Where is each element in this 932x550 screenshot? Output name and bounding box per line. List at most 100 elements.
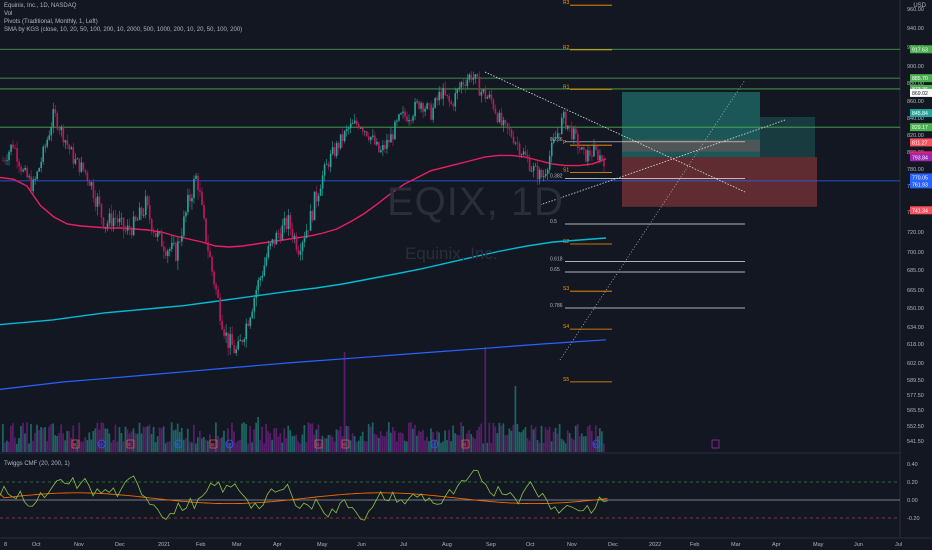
volume-bar — [498, 422, 501, 452]
candle — [156, 232, 159, 237]
time-tick-label: Jun — [357, 542, 366, 548]
volume-bar — [582, 436, 585, 452]
volume-bar — [462, 426, 464, 452]
candle — [269, 243, 272, 247]
volume-bar — [144, 427, 147, 452]
candle — [339, 134, 342, 149]
currency-label: USD — [913, 3, 926, 9]
volume-bar — [414, 424, 416, 452]
volume-bar — [40, 426, 42, 452]
candle — [120, 217, 123, 219]
candle — [317, 195, 320, 202]
volume-bar — [190, 442, 193, 452]
candle — [311, 211, 314, 221]
volume-bar — [58, 432, 60, 452]
candle — [179, 241, 181, 243]
volume-bar — [162, 426, 165, 452]
candle — [144, 196, 147, 215]
volume-bar — [359, 436, 362, 452]
volume-bar — [138, 422, 141, 452]
volume-bar — [16, 443, 18, 452]
volume-bar — [542, 443, 545, 452]
price-tick-label: 940.00 — [907, 26, 924, 32]
volume-bar — [393, 430, 396, 452]
volume-bar — [287, 425, 290, 452]
candle — [154, 233, 157, 237]
volume-bar — [265, 423, 268, 452]
volume-bar — [564, 443, 567, 452]
candle — [490, 94, 493, 100]
candle — [24, 167, 26, 170]
volume-bar — [532, 429, 535, 452]
candle — [255, 289, 258, 298]
candle — [88, 180, 91, 186]
volume-bar — [518, 431, 521, 452]
volume-bar — [558, 423, 561, 452]
candle — [591, 155, 593, 157]
candle — [408, 119, 410, 122]
candle — [98, 196, 101, 204]
volume-bar — [580, 433, 583, 452]
candle — [92, 182, 95, 199]
volume-bar — [273, 428, 276, 452]
volume-bar — [134, 433, 137, 452]
volume-bar — [54, 435, 56, 452]
volume-bar — [207, 440, 209, 452]
price-tick-label: 780.00 — [907, 167, 924, 173]
candle — [243, 339, 246, 343]
candle — [140, 207, 143, 216]
candle — [72, 147, 75, 164]
stop-zone — [622, 157, 817, 207]
price-axis-badge — [910, 45, 932, 54]
candle — [301, 242, 304, 252]
candle — [406, 116, 408, 122]
volume-bar — [285, 438, 288, 452]
volume-bar — [373, 433, 376, 452]
price-axis-badge — [910, 206, 932, 215]
volume-bar — [52, 423, 54, 452]
candle — [94, 198, 97, 207]
candle — [28, 176, 30, 178]
volume-bar — [363, 440, 366, 452]
candle — [150, 219, 153, 231]
volume-bar — [442, 441, 444, 452]
candle — [392, 134, 394, 140]
volume-bar — [500, 425, 503, 452]
entry-band — [622, 139, 760, 152]
volume-event-marker — [97, 439, 106, 449]
candle — [603, 159, 605, 167]
candle — [263, 265, 266, 276]
candle — [432, 107, 434, 120]
volume-bar — [408, 422, 410, 452]
time-tick-label: Oct — [32, 542, 41, 548]
volume-bar — [361, 431, 364, 452]
candle — [366, 131, 368, 137]
volume-bar — [434, 440, 436, 452]
volume-bar — [110, 442, 113, 452]
sma-pink-line — [0, 154, 607, 248]
cmf-tick-label: 0.20 — [907, 480, 918, 486]
volume-bar — [150, 433, 153, 452]
volume-event-marker — [126, 439, 135, 449]
candle — [404, 111, 406, 117]
volume-bar — [566, 430, 569, 452]
volume-bar — [492, 422, 495, 452]
candle — [520, 154, 523, 156]
volume-bar — [243, 422, 245, 452]
volume-bar — [594, 425, 597, 452]
candle — [122, 217, 125, 231]
volume-bar — [34, 432, 36, 452]
candle — [337, 143, 340, 149]
candle — [18, 161, 20, 167]
volume-bar — [48, 426, 50, 452]
candle — [456, 89, 459, 94]
volume-bar — [456, 434, 458, 452]
volume-bar — [301, 434, 304, 452]
price-tick-label: 541.50 — [907, 439, 924, 445]
candle — [452, 104, 455, 107]
fib-label: 0.65 — [550, 267, 560, 273]
volume-bar — [154, 442, 157, 452]
volume-bar — [598, 428, 601, 452]
candle — [167, 250, 169, 256]
